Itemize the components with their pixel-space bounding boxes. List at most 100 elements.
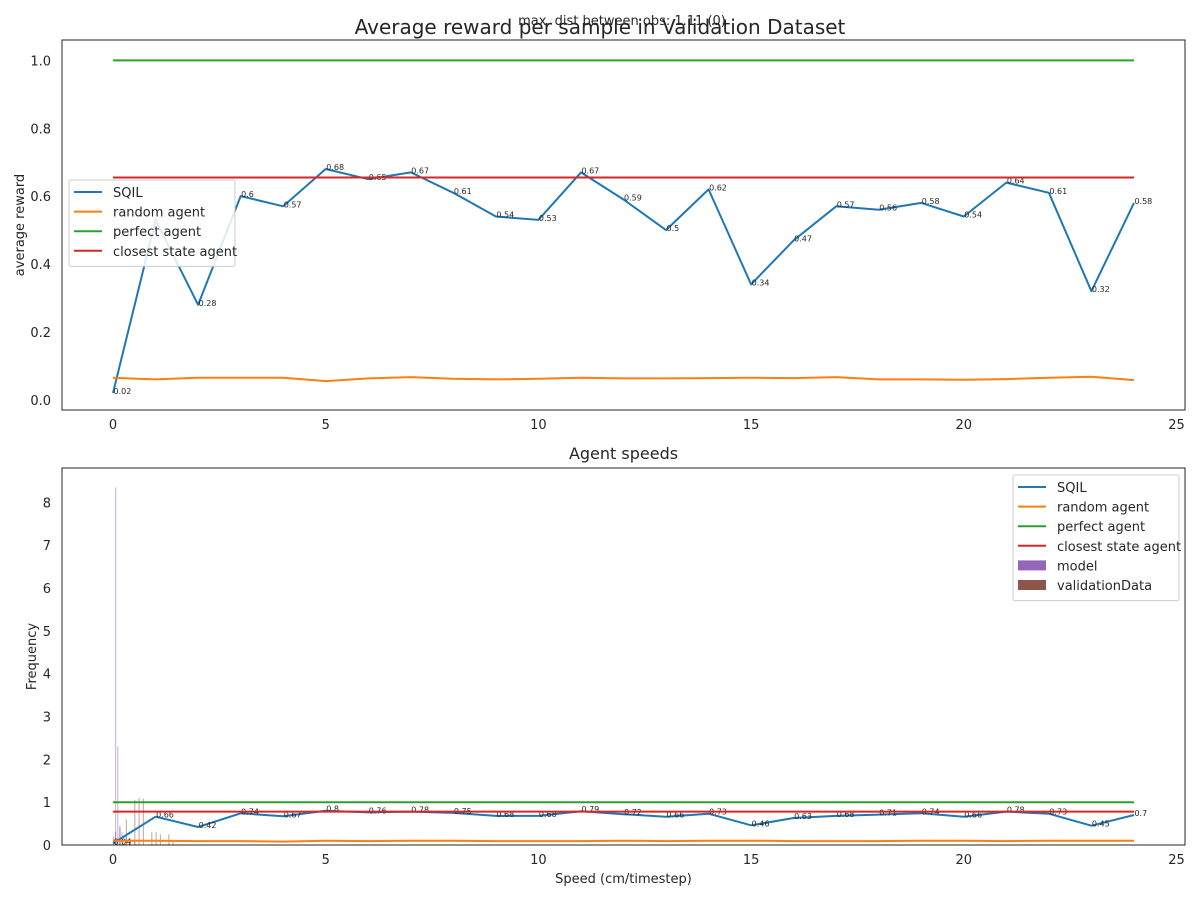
y-tick-label: 1.0	[30, 54, 51, 69]
figure-subtitle: max. dist between obs: 1.11 (0)	[518, 14, 726, 29]
axes-title: Agent speeds	[569, 444, 678, 463]
point-label: 0.54	[496, 211, 514, 220]
point-label: 0.68	[837, 810, 855, 819]
x-tick-label: 25	[1168, 418, 1185, 433]
point-label: 0.72	[624, 808, 642, 817]
point-label: 0.71	[879, 809, 897, 818]
hist-bar-validationData	[172, 839, 174, 845]
point-label: 0.79	[581, 805, 599, 814]
y-axis-label: average reward	[13, 174, 28, 276]
series-line-random-agent	[112, 375, 1135, 383]
y-axis-label: Frequency	[25, 623, 40, 690]
point-label: 0.57	[837, 200, 855, 209]
reward-axes: 0.02 0.28 0.6 0.57 0.68 0.6 5 0.67 0.61 0.54 0.53 0…	[13, 39, 1186, 433]
point-label: 0.66	[964, 811, 982, 820]
point-label: 0.67	[284, 810, 302, 819]
point-label: 0.57	[284, 200, 302, 209]
legend-label: random agent	[113, 206, 205, 221]
y-tick-label: 0.2	[30, 326, 51, 341]
point-label: 0.67	[581, 166, 599, 175]
y-tick-label: 5	[43, 625, 51, 640]
point-label: 0.66	[667, 811, 685, 820]
legend-label: SQIL	[1057, 481, 1087, 496]
hist-bar-model	[130, 838, 132, 845]
y-tick-label: 0.0	[30, 394, 51, 409]
legend: SQIL random agent perfect agent closest sta…	[1012, 474, 1181, 602]
legend-label: closest state agent	[1057, 540, 1181, 555]
y-tick-label: 6	[43, 582, 51, 597]
legend-label: random agent	[1057, 501, 1149, 516]
legend-swatch-model	[1018, 560, 1046, 571]
y-tick-label: 0.8	[30, 122, 51, 137]
legend-label: closest state agent	[113, 245, 237, 260]
point-label: 0.46	[752, 819, 770, 828]
legend-box	[1012, 474, 1180, 602]
axes-frame	[61, 467, 1186, 846]
series-line-SQIL	[112, 168, 1135, 394]
point-label: 0.32	[1092, 285, 1110, 294]
hist-bar-validationData	[125, 819, 127, 845]
y-tick-label: 3	[43, 710, 51, 725]
x-tick-label: 0	[109, 418, 117, 433]
y-tick-label: 0	[43, 839, 51, 854]
x-tick-label: 10	[530, 853, 547, 868]
legend: SQIL random agent perfect agent closest sta…	[68, 179, 237, 267]
point-label: 0.42	[199, 821, 217, 830]
legend-box	[68, 179, 236, 267]
hist-bar-validationData	[119, 825, 121, 845]
y-tick-label: 4	[43, 668, 51, 683]
figure-suptitle: Average reward per sample in Validation …	[355, 15, 846, 39]
hist-bar-model	[115, 487, 117, 845]
point-label: 0.61	[454, 187, 472, 196]
point-label: 0.6	[241, 190, 254, 199]
point-label: 0.56	[879, 204, 897, 213]
point-label: 0.61	[1049, 187, 1067, 196]
hist-bar-validationData	[159, 834, 161, 845]
x-tick-label: 0	[109, 853, 117, 868]
point-label: 0.66	[156, 811, 174, 820]
legend-label: perfect agent	[113, 225, 201, 240]
point-label: 0.53	[539, 214, 557, 223]
point-label: 0.58	[922, 197, 940, 206]
x-tick-label: 15	[743, 853, 760, 868]
point-label: 0.02	[114, 387, 132, 396]
x-tick-label: 20	[956, 853, 973, 868]
y-tick-label: 7	[43, 539, 51, 554]
axes-frame	[61, 39, 1186, 411]
hist-bar-validationData	[134, 800, 136, 845]
legend-label: SQIL	[113, 186, 143, 201]
point-label: 0.28	[199, 299, 217, 308]
legend-label: perfect agent	[1057, 520, 1145, 535]
hist-bar-validationData	[151, 832, 153, 845]
y-tick-label: 8	[43, 496, 51, 511]
point-label: 0.62	[709, 183, 727, 192]
x-tick-label: 25	[1168, 853, 1185, 868]
point-label: 0.34	[752, 278, 770, 287]
speed-axes: 0.040.660.420.74 0.670.8 0.76 0.78 0.75 0.68 0…	[25, 444, 1186, 887]
point-label: 0.64	[1007, 177, 1025, 186]
y-tick-label: 2	[43, 753, 51, 768]
point-label: 0.68	[539, 810, 557, 819]
legend-label: validationData	[1057, 579, 1152, 594]
point-label: 0.47	[794, 234, 812, 243]
hist-bar-validationData	[168, 834, 170, 845]
point-label: 0.8	[326, 805, 339, 814]
point-label: 0.68	[496, 810, 514, 819]
point-label: 0.7	[1134, 809, 1147, 818]
y-tick-label: 1	[43, 796, 51, 811]
y-tick-label: 0.6	[30, 190, 51, 205]
y-tick-label: 0.4	[30, 258, 51, 273]
point-label: 0.54	[964, 211, 982, 220]
hist-bar-validationData	[142, 798, 144, 845]
point-label: 0.67	[411, 166, 429, 175]
point-label: 0.63	[794, 812, 812, 821]
hist-bar-model	[117, 746, 119, 845]
point-label: 0.78	[1007, 806, 1025, 815]
series-line-SQIL	[112, 809, 1135, 845]
x-tick-label: 15	[743, 418, 760, 433]
legend-label: model	[1057, 559, 1097, 574]
hist-bar-validationData	[138, 797, 140, 845]
point-label: 0.68	[326, 163, 344, 172]
point-label: 0.58	[1134, 197, 1152, 206]
